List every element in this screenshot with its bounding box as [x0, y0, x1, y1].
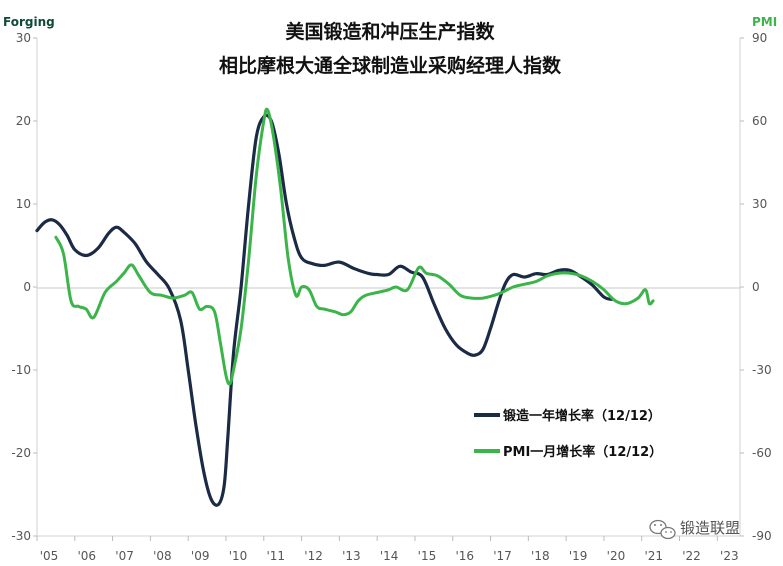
- watermark-text: 锻造联盟: [680, 519, 740, 537]
- x-tick-label: '05: [40, 549, 59, 563]
- left-tick-label: -10: [11, 363, 31, 377]
- left-tick-label: 30: [16, 31, 31, 45]
- right-axis-label: PMI: [752, 15, 777, 29]
- right-tick-label: 90: [752, 31, 767, 45]
- series-line-forging: [35, 113, 614, 507]
- x-tick-label: '12: [304, 549, 323, 563]
- left-axis-label: Forging: [3, 15, 55, 29]
- x-tick-label: '15: [418, 549, 437, 563]
- x-tick-label: '10: [229, 549, 248, 563]
- legend: 锻造一年增长率（12/12） PMI一月增长率（12/12）: [474, 408, 662, 460]
- x-tick-label: '19: [569, 549, 588, 563]
- left-tick-label: -20: [11, 446, 31, 460]
- series-line-pmi: [54, 107, 655, 386]
- x-tick-label: '13: [342, 549, 361, 563]
- right-tick-label: 30: [752, 197, 767, 211]
- x-tick-label: '16: [455, 549, 474, 563]
- right-tick-label: 60: [752, 114, 767, 128]
- legend-label-forging: 锻造一年增长率（12/12）: [503, 408, 661, 424]
- x-tick-label: '20: [607, 549, 626, 563]
- right-tick-label: 0: [752, 280, 760, 294]
- chart-title-line-2: 相比摩根大通全球制造业采购经理人指数: [219, 54, 562, 77]
- watermark: 锻造联盟: [649, 519, 740, 540]
- left-tick-label: 0: [23, 280, 31, 294]
- wechat-icon: [649, 519, 676, 540]
- right-tick-label: -90: [752, 529, 772, 543]
- x-tick-label: '14: [380, 549, 399, 563]
- left-tick-label: -30: [11, 529, 31, 543]
- x-tick-label: '23: [720, 549, 739, 563]
- x-tick-label: '17: [493, 549, 512, 563]
- left-tick-label: 20: [16, 114, 31, 128]
- right-tick-label: -30: [752, 363, 772, 377]
- x-tick-label: '09: [191, 549, 210, 563]
- x-tick-label: '22: [682, 549, 701, 563]
- x-tick-label: '07: [115, 549, 134, 563]
- x-tick-label: '06: [78, 549, 97, 563]
- x-tick-label: '21: [644, 549, 663, 563]
- x-tick-label: '18: [531, 549, 550, 563]
- legend-label-pmi: PMI一月增长率（12/12）: [503, 444, 662, 460]
- right-tick-label: -60: [752, 446, 772, 460]
- chart-title-line-1: 美国锻造和冲压生产指数: [285, 20, 495, 43]
- x-tick-label: '08: [153, 549, 172, 563]
- left-tick-label: 10: [16, 197, 31, 211]
- x-tick-label: '11: [266, 549, 285, 563]
